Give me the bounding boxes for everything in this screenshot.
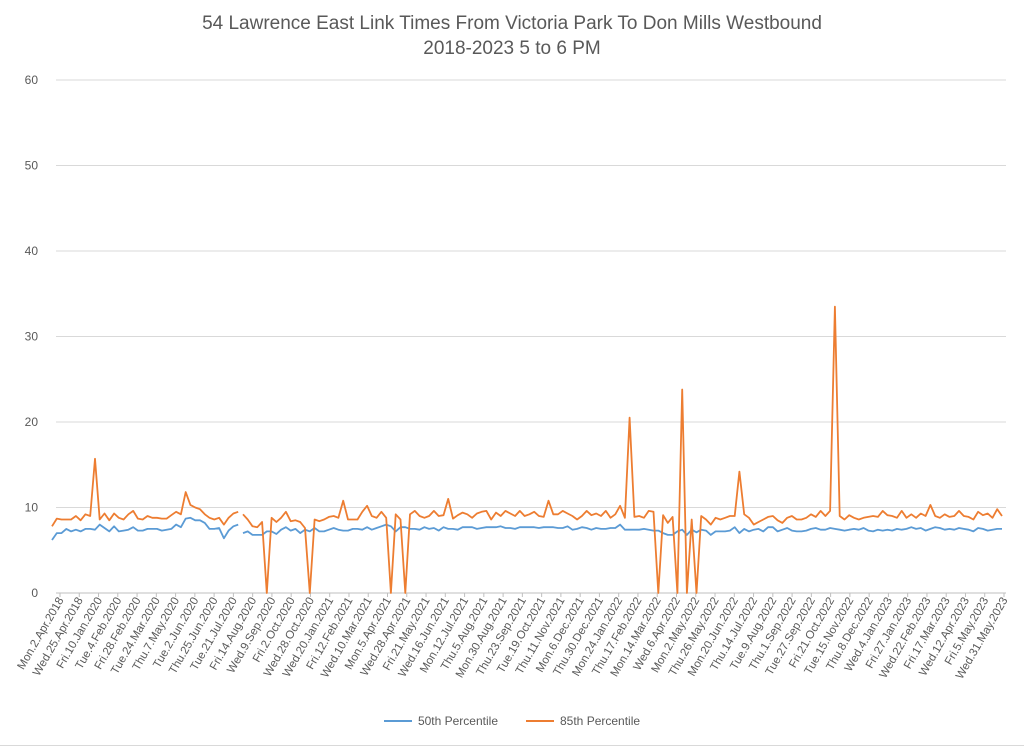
y-tick-label: 10 [25, 501, 39, 515]
legend-item-50th: 50th Percentile [383, 714, 498, 728]
chart-legend: 50th Percentile 85th Percentile [0, 714, 1024, 728]
legend-swatch-85th [526, 719, 554, 723]
legend-label-85th: 85th Percentile [560, 714, 641, 728]
chart-subtitle: 2018-2023 5 to 6 PM [423, 38, 601, 59]
y-tick-label: 30 [25, 330, 39, 344]
series-line-50th-percentile [242, 523, 1002, 536]
y-tick-label: 0 [31, 586, 38, 600]
series-line-50th-percentile [51, 516, 239, 541]
y-tick-label: 50 [25, 159, 39, 173]
series-line-85th-percentile [242, 305, 1003, 594]
chart-title-line1: 54 Lawrence East Link Times From Victori… [202, 13, 822, 34]
y-tick-label: 60 [25, 73, 39, 87]
legend-swatch-50th [383, 719, 412, 723]
y-tick-label: 20 [25, 415, 39, 429]
y-tick-label: 40 [25, 244, 39, 258]
legend-label-50th: 50th Percentile [417, 714, 498, 728]
series-line-85th-percentile [51, 457, 239, 527]
chart-title: 54 Lawrence East Link Times From Victori… [0, 11, 1024, 61]
legend-item-85th: 85th Percentile [526, 714, 640, 728]
